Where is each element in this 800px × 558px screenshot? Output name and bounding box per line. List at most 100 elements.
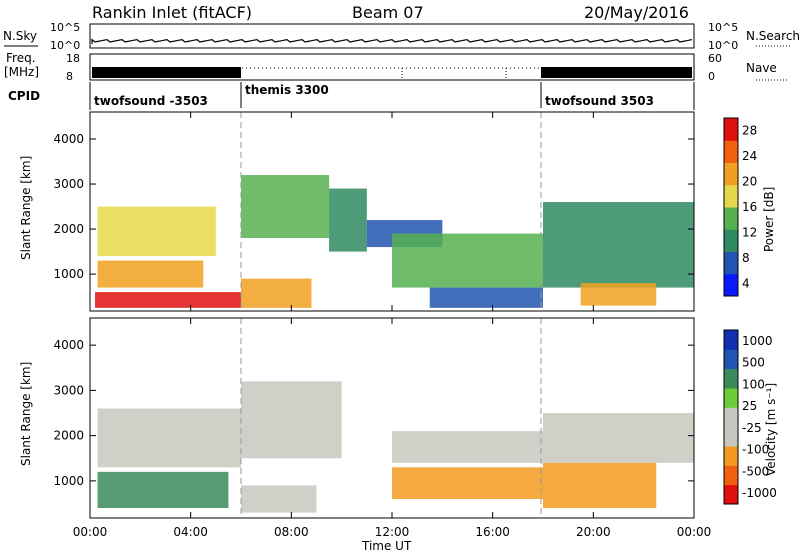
- colorbar-swatch: [724, 229, 738, 252]
- x-tick-label: 04:00: [173, 525, 208, 539]
- noise-left-label: N.Sky: [3, 29, 37, 43]
- colorbar-frame: [723, 329, 739, 505]
- noise-panel-frame: [89, 23, 695, 49]
- station-title: Rankin Inlet (fitACF): [92, 3, 252, 22]
- x-tick-label: 16:00: [475, 525, 510, 539]
- freq-block-2: [541, 67, 692, 78]
- noise-trace: [91, 38, 693, 44]
- noise-right-tick-top: 10^5: [708, 21, 738, 34]
- noise-right-label: N.Search: [746, 29, 800, 43]
- y-tick-label: 4000: [53, 338, 84, 352]
- power-region: [392, 233, 543, 288]
- colorbar-tick-label: 8: [742, 251, 750, 265]
- power-region: [329, 188, 367, 252]
- freq-left-tick-bottom: 8: [66, 70, 73, 83]
- y-tick-label: 1000: [53, 474, 84, 488]
- noise-series: [91, 38, 693, 44]
- freq-right-tick-top: 60: [708, 52, 722, 65]
- colorbar-swatch: [724, 484, 738, 505]
- colorbar-tick-label: -25: [742, 421, 762, 435]
- velocity-colorbar: 1000 500 100 25 -25 -100 -500 -1000: [723, 329, 777, 505]
- y-tick-label: 1000: [53, 267, 84, 281]
- velocity-region: [97, 471, 229, 509]
- x-tick-label: 00:00: [677, 525, 712, 539]
- velocity-data-cells: [97, 381, 694, 513]
- freq-right-tick-bottom: 0: [708, 70, 715, 83]
- freq-left-label-1: Freq.: [6, 51, 36, 65]
- colorbar-swatch: [724, 251, 738, 275]
- noise-panel: N.Sky 10^5 10^0 10^5 10^0 N.Search: [3, 21, 800, 52]
- power-colorbar-label: Power [dB]: [762, 187, 776, 252]
- cpid-program-3: twofsound 3503: [545, 94, 654, 108]
- x-axis-label: Time UT: [361, 539, 412, 553]
- velocity-panel: 4000 3000 2000 1000 Slant Range [km] 1000 50…: [19, 317, 778, 519]
- colorbar-swatch: [724, 273, 738, 297]
- colorbar-tick-label: 12: [742, 225, 757, 239]
- colorbar-swatch: [724, 184, 738, 208]
- colorbar-swatch: [724, 388, 738, 408]
- velocity-region: [97, 408, 241, 468]
- y-tick-label: 2000: [53, 222, 84, 236]
- colorbar-tick-label: 16: [742, 200, 757, 214]
- noise-left-tick-top: 10^5: [50, 21, 80, 34]
- power-region: [95, 292, 242, 308]
- colorbar-tick-label: 24: [742, 149, 757, 163]
- velocity-region: [543, 462, 657, 509]
- time-axis: 00:00 04:00 08:00 12:00 16:00 20:00 00:00: [73, 112, 712, 539]
- power-region: [580, 283, 657, 306]
- y-tick-label: 3000: [53, 177, 84, 191]
- colorbar-swatch: [724, 368, 738, 389]
- cpid-program-2: themis 3300: [245, 83, 329, 97]
- velocity-region: [392, 431, 543, 463]
- colorbar-tick-label: 4: [742, 276, 750, 290]
- velocity-y-label: Slant Range [km]: [19, 362, 33, 466]
- colorbar-frame: [723, 117, 739, 297]
- power-colorbar: 28 24 20 16 12 8 4: [723, 117, 757, 297]
- velocity-region: [241, 485, 317, 513]
- power-region: [97, 206, 216, 257]
- velocity-region: [543, 413, 694, 463]
- y-tick-label: 4000: [53, 132, 84, 146]
- colorbar-swatch: [724, 162, 738, 186]
- power-panel: 4000 3000 2000 1000 Slant Range [km] 28 24 20…: [19, 111, 776, 312]
- colorbar-swatch: [724, 407, 738, 428]
- noise-right-tick-bottom: 10^0: [708, 39, 738, 52]
- power-region: [543, 202, 694, 288]
- colorbar-tick-label: 500: [742, 356, 765, 370]
- colorbar-tick-label: 100: [742, 377, 765, 391]
- colorbar-tick-label: 20: [742, 175, 757, 189]
- freq-block-1: [92, 67, 241, 78]
- x-tick-label: 12:00: [375, 525, 410, 539]
- nave-label: Nave: [746, 61, 777, 75]
- colorbar-swatch: [724, 118, 738, 141]
- colorbar-swatch: [724, 349, 738, 370]
- power-region: [97, 260, 204, 288]
- cpid-panel: CPID twofsound -3503 themis 3300 twofsou…: [8, 82, 695, 110]
- y-tick-label: 2000: [53, 429, 84, 443]
- colorbar-tick-label: -500: [742, 464, 769, 478]
- freq-panel-frame: [89, 53, 695, 81]
- colorbar-tick-label: 1000: [742, 334, 773, 348]
- velocity-region: [392, 467, 543, 499]
- power-region: [429, 287, 543, 308]
- colorbar-swatch: [724, 330, 738, 350]
- colorbar-tick-label: -100: [742, 443, 769, 457]
- velocity-colorbar-label: Velocity [m s⁻¹]: [764, 383, 778, 476]
- velocity-y-axis: 4000 3000 2000 1000: [53, 338, 694, 488]
- x-tick-label: 00:00: [73, 525, 108, 539]
- power-y-label: Slant Range [km]: [19, 156, 33, 260]
- colorbar-tick-label: 28: [742, 124, 757, 138]
- freq-left-label-2: [MHz]: [4, 65, 39, 79]
- beam-title: Beam 07: [352, 3, 424, 22]
- frequency-panel: Freq. [MHz] 18 8 60 0 Nave: [4, 51, 788, 83]
- colorbar-swatch: [724, 446, 738, 466]
- cpid-program-1: twofsound -3503: [94, 94, 208, 108]
- power-region: [241, 278, 312, 308]
- colorbar-tick-label: -1000: [742, 486, 777, 500]
- power-data-cells: [95, 175, 694, 308]
- noise-left-tick-bottom: 10^0: [50, 39, 80, 52]
- colorbar-swatch: [724, 207, 738, 230]
- cpid-label: CPID: [8, 89, 40, 103]
- freq-left-tick-top: 18: [66, 52, 80, 65]
